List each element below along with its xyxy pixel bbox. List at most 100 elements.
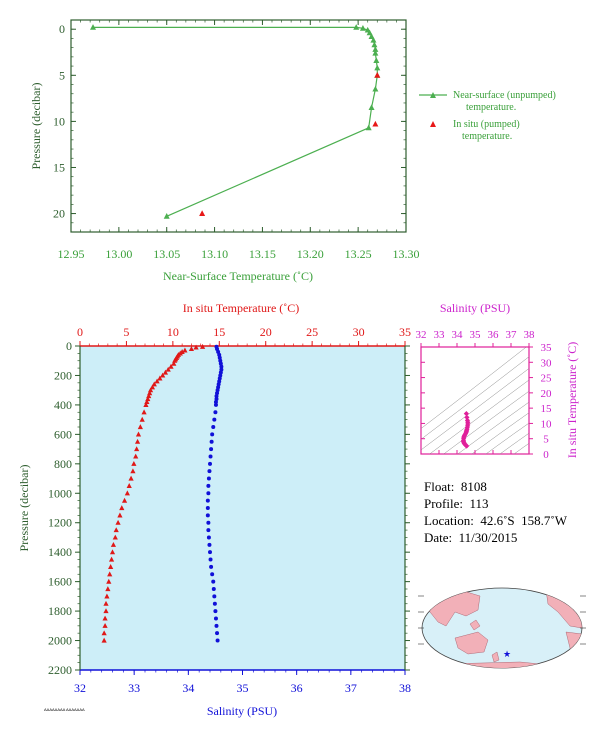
- salinity-point: [208, 454, 213, 459]
- salinity-tick-label: 33: [128, 681, 140, 695]
- temperature-tick-label: 35: [399, 325, 411, 339]
- density-isoline: [457, 401, 529, 454]
- temperature-point: [137, 424, 143, 430]
- salinity-point: [208, 461, 212, 466]
- legend-label-near-surface-1: Near-surface (unpumped): [453, 90, 556, 101]
- temperature-point: [162, 369, 169, 375]
- salinity-point: [210, 432, 215, 437]
- temperature-tick-label: 5: [123, 325, 129, 339]
- temperature-point: [188, 346, 195, 352]
- temperature-point: [101, 630, 107, 636]
- top-x-tick-label: 13.05: [153, 247, 180, 261]
- temperature-point: [126, 483, 132, 488]
- near-surface-point: [372, 46, 379, 52]
- temperature-tick-label: 10: [167, 325, 179, 339]
- near-surface-point: [372, 85, 379, 92]
- near-surface-point: [368, 33, 375, 39]
- temperature-axis-label: In situ Temperature (˚C): [183, 301, 300, 315]
- temperature-point: [107, 571, 113, 577]
- salinity-point: [209, 564, 214, 569]
- salinity-point: [210, 572, 215, 577]
- top-plot-frame: [70, 19, 407, 233]
- date: Date: 11/30/2015: [424, 530, 518, 545]
- footnote: AAAAAAAA AAAAAAA: [44, 707, 85, 712]
- pressure-tick-label: 400: [54, 398, 72, 412]
- location: Location: 42.6˚S 158.7˚W: [424, 513, 567, 528]
- temperature-point: [134, 446, 140, 452]
- salinity-point: [205, 513, 210, 518]
- salinity-tick-label: 37: [345, 681, 357, 695]
- float-info: Float: 8108 Profile: 113 Location: 42.6˚S …: [424, 478, 567, 546]
- temperature-point: [133, 453, 139, 459]
- star-icon: ★: [503, 650, 511, 660]
- pumped-point: [374, 72, 381, 78]
- legend-label-near-surface-2: temperature.: [466, 102, 516, 113]
- salinity-point: [212, 601, 217, 606]
- profile-y-axis-label: Pressure (decibar): [17, 465, 31, 552]
- top-x-tick-label: 13.30: [393, 247, 420, 261]
- near-surface-point: [368, 104, 375, 110]
- temperature-point: [149, 384, 156, 390]
- ts-y-tick-label: 0: [543, 449, 549, 461]
- density-isoline: [429, 379, 529, 454]
- temperature-point: [160, 372, 166, 378]
- pumped-point: [199, 210, 206, 216]
- near-surface-point: [373, 57, 380, 63]
- ts-point: [464, 443, 470, 449]
- salinity-tick-label: 38: [399, 681, 411, 695]
- salinity-point: [206, 483, 211, 488]
- map-land-new-zealand: [491, 651, 500, 663]
- temperature-point: [141, 409, 147, 415]
- salinity-tick-label: 32: [74, 681, 86, 695]
- profile-chart: 0 5 10 15 20 25 30 35 32 33 34 35 36 37 38 0 200 400 600…: [17, 301, 411, 718]
- temperature-point: [109, 549, 116, 555]
- density-isoline: [421, 347, 527, 429]
- temperature-point: [157, 375, 163, 381]
- temperature-point: [135, 431, 142, 437]
- temperature-point: [139, 416, 145, 422]
- salinity-axis-label: Salinity (PSU): [207, 704, 277, 718]
- density-isoline: [471, 412, 529, 454]
- top-x-axis-label: Near-Surface Temperature (˚C): [163, 269, 313, 283]
- near-surface-point: [90, 24, 97, 30]
- ts-x-tick-label: 36: [488, 329, 500, 341]
- temperature-point: [110, 541, 117, 547]
- temperature-point: [168, 363, 174, 369]
- salinity-point: [206, 476, 211, 481]
- salinity-point: [215, 638, 220, 643]
- temperature-point: [108, 564, 114, 569]
- near-surface-point: [163, 213, 170, 219]
- ts-x-axis-label: Salinity (PSU): [440, 301, 510, 315]
- near-surface-point: [370, 36, 377, 43]
- top-y-tick-label: 15: [53, 160, 65, 174]
- temperature-point: [130, 468, 136, 474]
- ts-point: [464, 414, 470, 420]
- salinity-point: [206, 491, 211, 496]
- salinity-point: [213, 609, 218, 614]
- temperature-point: [115, 519, 121, 525]
- profile-plot-area: [80, 346, 405, 670]
- temperature-point: [182, 347, 188, 353]
- temperature-point: [131, 460, 137, 466]
- near-surface-point: [365, 124, 372, 131]
- map-land-antarctica: [443, 661, 561, 668]
- ts-x-tick-label: 34: [452, 329, 464, 341]
- salinity-point: [209, 439, 214, 444]
- temperature-tick-label: 20: [260, 325, 272, 339]
- pressure-tick-label: 1800: [48, 604, 72, 618]
- ts-y-tick-label: 20: [541, 388, 553, 400]
- ts-x-tick-label: 32: [416, 329, 427, 341]
- ts-y-tick-label: 25: [541, 373, 553, 385]
- salinity-tick-label: 35: [237, 681, 249, 695]
- temperature-point: [121, 497, 128, 503]
- top-x-tick-label: 13.15: [249, 247, 276, 261]
- salinity-point: [213, 399, 218, 404]
- near-surface-point: [366, 29, 373, 36]
- salinity-point: [207, 469, 212, 474]
- top-x-tick-label: 12.95: [58, 247, 85, 261]
- near-surface-chart: 12.95 13.00 13.05 13.10 13.15 13.20 13.25 13.30…: [29, 19, 556, 283]
- temperature-point: [102, 615, 108, 621]
- top-y-tick-label: 5: [59, 68, 65, 82]
- salinity-point: [213, 410, 218, 415]
- pressure-tick-label: 2000: [48, 634, 72, 648]
